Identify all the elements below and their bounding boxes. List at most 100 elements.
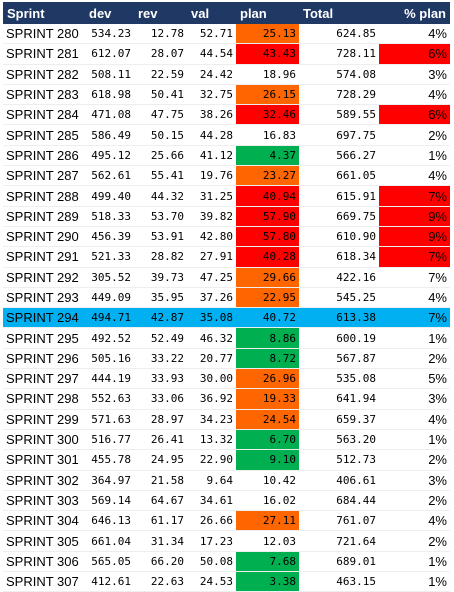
sprint-cell[interactable]: SPRINT 299: [3, 409, 85, 430]
pct-plan-cell[interactable]: 4%: [379, 287, 450, 309]
plan-cell[interactable]: 6.70: [236, 429, 299, 451]
rev-cell[interactable]: 12.78: [134, 24, 187, 45]
plan-cell[interactable]: 25.13: [236, 24, 299, 45]
table-row[interactable]: SPRINT 288 499.40 44.32 31.25 40.94 615.91 7%: [3, 185, 450, 207]
dev-cell[interactable]: 516.77: [85, 429, 134, 451]
plan-cell[interactable]: 40.94: [236, 185, 299, 207]
plan-cell[interactable]: 4.37: [236, 145, 299, 167]
val-cell[interactable]: 47.25: [187, 267, 236, 288]
val-cell[interactable]: 52.71: [187, 24, 236, 45]
pct-plan-cell[interactable]: 4%: [379, 510, 450, 532]
total-cell[interactable]: 566.27: [299, 145, 379, 167]
pct-plan-cell[interactable]: 4%: [379, 165, 450, 187]
val-cell[interactable]: 44.28: [187, 124, 236, 146]
val-cell[interactable]: 22.90: [187, 449, 236, 471]
val-cell[interactable]: 44.54: [187, 43, 236, 65]
table-row[interactable]: SPRINT 284 471.08 47.75 38.26 32.46 589.55 6%: [3, 104, 450, 126]
plan-cell[interactable]: 18.96: [236, 64, 299, 85]
total-cell[interactable]: 613.38: [299, 307, 379, 329]
val-cell[interactable]: 27.91: [187, 246, 236, 268]
pct-plan-cell[interactable]: 9%: [379, 206, 450, 227]
dev-cell[interactable]: 492.52: [85, 327, 134, 349]
rev-cell[interactable]: 24.95: [134, 449, 187, 471]
total-cell[interactable]: 610.90: [299, 226, 379, 248]
rev-cell[interactable]: 35.95: [134, 287, 187, 309]
plan-cell[interactable]: 16.83: [236, 124, 299, 146]
table-row[interactable]: SPRINT 294 494.71 42.87 35.08 40.72 613.38 7%: [3, 307, 450, 329]
sprint-cell[interactable]: SPRINT 281: [3, 43, 85, 65]
total-cell[interactable]: 567.87: [299, 348, 379, 370]
table-row[interactable]: SPRINT 293 449.09 35.95 37.26 22.95 545.25 4%: [3, 287, 450, 309]
table-row[interactable]: SPRINT 297 444.19 33.93 30.00 26.96 535.08 5%: [3, 368, 450, 390]
table-row[interactable]: SPRINT 283 618.98 50.41 32.75 26.15 728.29 4%: [3, 84, 450, 106]
rev-cell[interactable]: 28.82: [134, 246, 187, 268]
val-cell[interactable]: 20.77: [187, 348, 236, 370]
sprint-cell[interactable]: SPRINT 300: [3, 429, 85, 451]
dev-cell[interactable]: 455.78: [85, 449, 134, 471]
total-cell[interactable]: 615.91: [299, 185, 379, 207]
dev-cell[interactable]: 661.04: [85, 530, 134, 552]
table-row[interactable]: SPRINT 295 492.52 52.49 46.32 8.86 600.19 1%: [3, 327, 450, 349]
header-sprint[interactable]: Sprint: [3, 2, 85, 24]
sprint-cell[interactable]: SPRINT 284: [3, 104, 85, 126]
dev-cell[interactable]: 456.39: [85, 226, 134, 248]
pct-plan-cell[interactable]: 4%: [379, 24, 450, 45]
dev-cell[interactable]: 618.98: [85, 84, 134, 106]
sprint-cell[interactable]: SPRINT 288: [3, 185, 85, 207]
table-row[interactable]: SPRINT 300 516.77 26.41 13.32 6.70 563.20 1%: [3, 429, 450, 451]
val-cell[interactable]: 13.32: [187, 429, 236, 451]
rev-cell[interactable]: 55.41: [134, 165, 187, 187]
total-cell[interactable]: 684.44: [299, 490, 379, 512]
pct-plan-cell[interactable]: 2%: [379, 530, 450, 552]
dev-cell[interactable]: 646.13: [85, 510, 134, 532]
total-cell[interactable]: 697.75: [299, 124, 379, 146]
rev-cell[interactable]: 66.20: [134, 551, 187, 573]
sprint-cell[interactable]: SPRINT 302: [3, 470, 85, 491]
table-row[interactable]: SPRINT 292 305.52 39.73 47.25 29.66 422.16 7%: [3, 267, 450, 288]
pct-plan-cell[interactable]: 4%: [379, 409, 450, 430]
total-cell[interactable]: 689.01: [299, 551, 379, 573]
table-row[interactable]: SPRINT 281 612.07 28.07 44.54 43.43 728.11 6%: [3, 43, 450, 65]
rev-cell[interactable]: 50.15: [134, 124, 187, 146]
dev-cell[interactable]: 305.52: [85, 267, 134, 288]
sprint-cell[interactable]: SPRINT 307: [3, 571, 85, 592]
val-cell[interactable]: 19.76: [187, 165, 236, 187]
sprint-cell[interactable]: SPRINT 290: [3, 226, 85, 248]
val-cell[interactable]: 42.80: [187, 226, 236, 248]
pct-plan-cell[interactable]: 2%: [379, 348, 450, 370]
sprint-cell[interactable]: SPRINT 286: [3, 145, 85, 167]
pct-plan-cell[interactable]: 6%: [379, 104, 450, 126]
val-cell[interactable]: 36.92: [187, 388, 236, 410]
dev-cell[interactable]: 449.09: [85, 287, 134, 309]
total-cell[interactable]: 422.16: [299, 267, 379, 288]
rev-cell[interactable]: 61.17: [134, 510, 187, 532]
dev-cell[interactable]: 612.07: [85, 43, 134, 65]
plan-cell[interactable]: 7.68: [236, 551, 299, 573]
total-cell[interactable]: 600.19: [299, 327, 379, 349]
rev-cell[interactable]: 26.41: [134, 429, 187, 451]
header-pct-plan[interactable]: % plan: [379, 2, 450, 24]
total-cell[interactable]: 728.11: [299, 43, 379, 65]
rev-cell[interactable]: 52.49: [134, 327, 187, 349]
header-total[interactable]: Total: [299, 2, 379, 24]
table-row[interactable]: SPRINT 299 571.63 28.97 34.23 24.54 659.37 4%: [3, 409, 450, 430]
pct-plan-cell[interactable]: 7%: [379, 267, 450, 288]
pct-plan-cell[interactable]: 1%: [379, 571, 450, 592]
table-row[interactable]: SPRINT 286 495.12 25.66 41.12 4.37 566.27 1%: [3, 145, 450, 167]
val-cell[interactable]: 38.26: [187, 104, 236, 126]
plan-cell[interactable]: 8.86: [236, 327, 299, 349]
rev-cell[interactable]: 64.67: [134, 490, 187, 512]
rev-cell[interactable]: 33.06: [134, 388, 187, 410]
pct-plan-cell[interactable]: 3%: [379, 470, 450, 491]
sprint-cell[interactable]: SPRINT 303: [3, 490, 85, 512]
pct-plan-cell[interactable]: 7%: [379, 307, 450, 329]
pct-plan-cell[interactable]: 9%: [379, 226, 450, 248]
val-cell[interactable]: 30.00: [187, 368, 236, 390]
pct-plan-cell[interactable]: 2%: [379, 124, 450, 146]
total-cell[interactable]: 535.08: [299, 368, 379, 390]
sprint-cell[interactable]: SPRINT 301: [3, 449, 85, 471]
dev-cell[interactable]: 412.61: [85, 571, 134, 592]
val-cell[interactable]: 34.61: [187, 490, 236, 512]
pct-plan-cell[interactable]: 1%: [379, 429, 450, 451]
sprint-cell[interactable]: SPRINT 280: [3, 24, 85, 45]
